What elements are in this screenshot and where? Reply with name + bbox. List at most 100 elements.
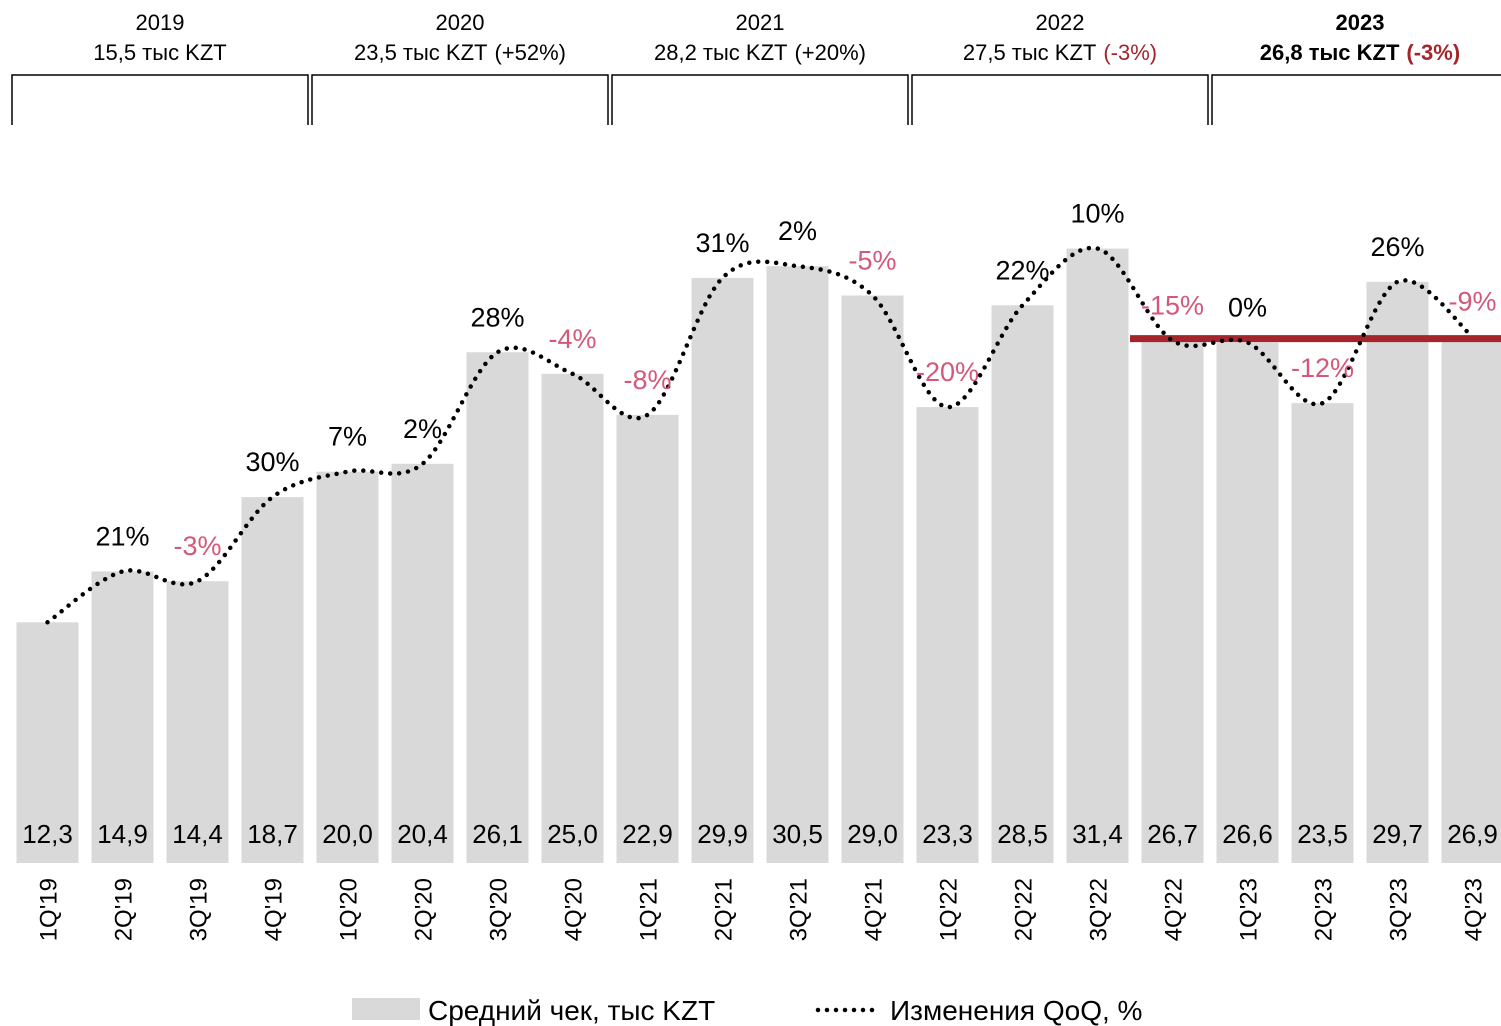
bar — [1066, 248, 1129, 864]
year-summary: 27,5 тыс KZT (-3%) — [963, 40, 1157, 65]
x-tick-label: 1Q'22 — [936, 878, 963, 941]
x-tick-label: 3Q'22 — [1086, 878, 1113, 941]
bar — [1441, 336, 1501, 863]
bar-value-label: 29,9 — [697, 819, 748, 849]
bar-value-label: 18,7 — [247, 819, 298, 849]
x-tick-label: 2Q'21 — [711, 878, 738, 941]
qoq-label: -15% — [1141, 291, 1204, 321]
x-tick-label: 4Q'23 — [1461, 878, 1488, 941]
bar-value-label: 26,1 — [472, 819, 523, 849]
legend-label: Средний чек, тыс KZT — [428, 995, 715, 1026]
bar — [991, 305, 1054, 863]
bar — [1291, 403, 1354, 863]
year-label: 2023 — [1336, 10, 1385, 35]
bar-value-label: 29,7 — [1372, 819, 1423, 849]
year-summary-change: (-3%) — [1103, 40, 1157, 65]
qoq-label: 0% — [1228, 292, 1267, 322]
year-bracket — [1211, 74, 1501, 125]
year-label: 2021 — [736, 10, 785, 35]
bar — [616, 414, 679, 863]
qoq-label: -5% — [848, 246, 896, 276]
x-tick-label: 1Q'19 — [36, 878, 63, 941]
bar-value-label: 14,9 — [97, 819, 148, 849]
qoq-label: 2% — [403, 414, 442, 444]
bar-value-label: 20,0 — [322, 819, 373, 849]
year-summary: 28,2 тыс KZT (+20%) — [654, 40, 866, 65]
bar-value-label: 23,5 — [1297, 819, 1348, 849]
qoq-label: 21% — [95, 521, 149, 551]
year-summary-value: 26,8 тыс KZT — [1260, 40, 1400, 65]
qoq-label: -8% — [623, 365, 671, 395]
x-tick-label: 4Q'21 — [861, 878, 888, 941]
bar-value-label: 14,4 — [172, 819, 223, 849]
x-tick-label: 3Q'23 — [1386, 878, 1413, 941]
year-summary-change: (-3%) — [1406, 40, 1460, 65]
x-tick-label: 1Q'20 — [336, 878, 363, 941]
bar-value-label: 25,0 — [547, 819, 598, 849]
legend-swatch-bar — [352, 998, 420, 1020]
bar — [1216, 342, 1279, 864]
bar — [1141, 340, 1204, 863]
year-summary-value: 23,5 тыс KZT — [354, 40, 487, 65]
year-bracket — [911, 74, 1209, 125]
year-label: 2022 — [1036, 10, 1085, 35]
bar-value-label: 29,0 — [847, 819, 898, 849]
x-tick-label: 3Q'19 — [186, 878, 213, 941]
year-label: 2020 — [436, 10, 485, 35]
legend-label: Изменения QoQ, % — [890, 995, 1142, 1026]
x-tick-label: 1Q'21 — [636, 878, 663, 941]
bar — [916, 407, 979, 863]
x-tick-label: 4Q'19 — [261, 878, 288, 941]
qoq-label: -9% — [1448, 287, 1496, 317]
bar — [1366, 281, 1429, 863]
qoq-label: -12% — [1291, 353, 1354, 383]
year-summary-value: 28,2 тыс KZT — [654, 40, 787, 65]
x-tick-label: 2Q'19 — [111, 878, 138, 941]
bar — [841, 295, 904, 864]
year-summary-value: 27,5 тыс KZT — [963, 40, 1096, 65]
x-tick-label: 4Q'22 — [1161, 878, 1188, 941]
x-tick-label: 3Q'20 — [486, 878, 513, 941]
bar-value-label: 30,5 — [772, 819, 823, 849]
qoq-label: -4% — [548, 324, 596, 354]
year-bracket — [11, 74, 309, 125]
year-label: 2019 — [136, 10, 185, 35]
x-tick-label: 3Q'21 — [786, 878, 813, 941]
bar-value-label: 31,4 — [1072, 819, 1123, 849]
bar — [91, 571, 154, 863]
qoq-label: 22% — [995, 255, 1049, 285]
qoq-label: 31% — [695, 228, 749, 258]
year-summary-change: (+52%) — [494, 40, 566, 65]
qoq-label: 28% — [470, 302, 524, 332]
qoq-label: 7% — [328, 422, 367, 452]
bar — [541, 373, 604, 863]
year-bracket — [311, 74, 609, 125]
bar — [16, 622, 79, 863]
x-tick-label: 2Q'22 — [1011, 878, 1038, 941]
year-summary-change: (+20%) — [794, 40, 866, 65]
x-tick-label: 4Q'20 — [561, 878, 588, 941]
year-summary: 26,8 тыс KZT (-3%) — [1260, 40, 1460, 65]
year-bracket — [611, 74, 909, 125]
bar-value-label: 26,9 — [1447, 819, 1498, 849]
bar — [391, 463, 454, 863]
year-summary: 23,5 тыс KZT (+52%) — [354, 40, 566, 65]
bar — [691, 277, 754, 863]
year-summary-value: 15,5 тыс KZT — [93, 40, 226, 65]
qoq-label: 10% — [1070, 199, 1124, 229]
bar — [316, 471, 379, 863]
qoq-label: 30% — [245, 447, 299, 477]
bar-value-label: 20,4 — [397, 819, 448, 849]
bar — [241, 497, 304, 863]
qoq-label: 2% — [778, 216, 817, 246]
bar-value-label: 12,3 — [22, 819, 73, 849]
qoq-label: 26% — [1370, 232, 1424, 262]
bar-value-label: 26,7 — [1147, 819, 1198, 849]
bar — [466, 352, 529, 863]
qoq-label: -3% — [173, 531, 221, 561]
bar-value-label: 23,3 — [922, 819, 973, 849]
bar-value-label: 28,5 — [997, 819, 1048, 849]
qoq-line — [45, 245, 1475, 625]
bar-value-label: 26,6 — [1222, 819, 1273, 849]
